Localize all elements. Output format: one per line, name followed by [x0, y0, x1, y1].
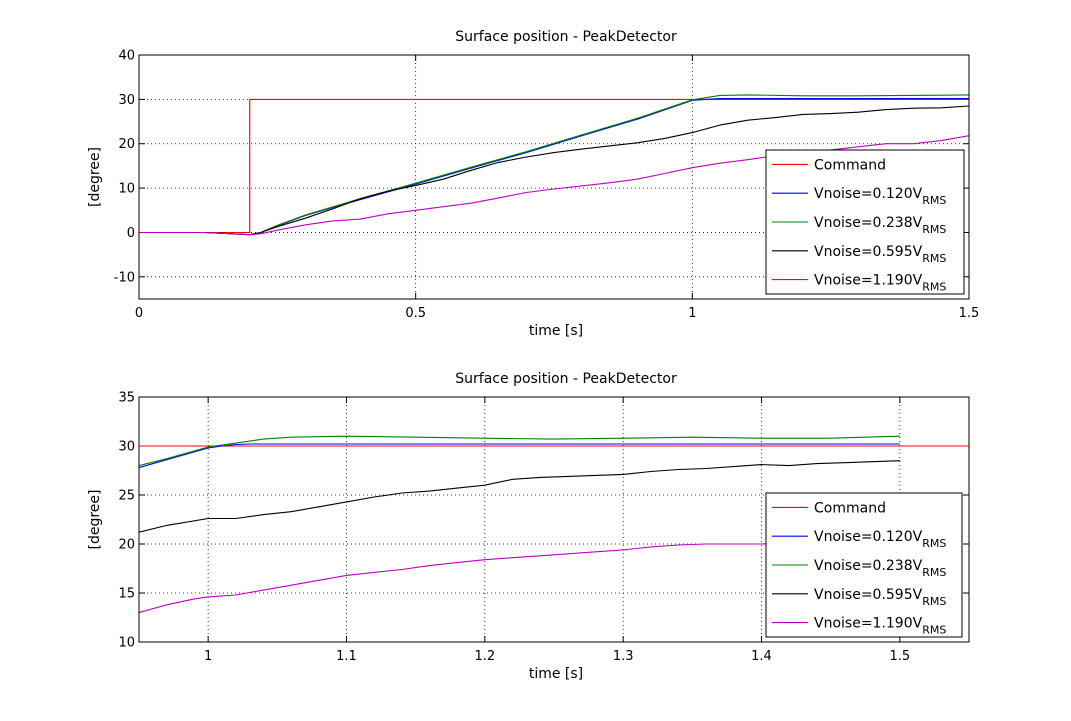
chart-2-series-5-line [139, 541, 817, 614]
chart-1-plot: 0 0.5 1 1.5 -10 0 10 20 30 40 Surface position - P… [87, 29, 979, 339]
chart-2-axes-frame [138, 396, 970, 643]
chart-1-legend-label-text: Vnoise=0.120V [814, 186, 923, 202]
chart-1-legend-label: Vnoise=0.238VRMS [814, 215, 946, 236]
chart-2-x-tick-label: 1 [204, 649, 212, 664]
chart-2-legend-label-text: Vnoise=0.595V [814, 587, 923, 603]
chart-2-y-tick-label: 25 [118, 489, 135, 504]
chart-1-legend-label: Command [814, 157, 886, 173]
chart-2-y-tick-label: 35 [118, 391, 135, 406]
chart-2-legend-label-text: Vnoise=1.190V [814, 616, 923, 632]
chart-1-legend-label-text: Vnoise=0.238V [814, 215, 923, 231]
chart-2-x-tick-label: 1.2 [474, 649, 495, 664]
chart-2-legend-label: Vnoise=0.595VRMS [814, 587, 946, 608]
chart-2-legend-label-text: Vnoise=0.238V [814, 558, 923, 574]
chart-1-legend: CommandVnoise=0.120VRMSVnoise=0.238VRMSV… [765, 149, 965, 295]
chart-1-axes-frame [138, 54, 970, 300]
chart-1-x-tick-label: 0 [135, 306, 143, 321]
chart-2-series-4-line [139, 460, 900, 533]
chart-1-legend-label-text: Vnoise=1.190V [814, 273, 923, 289]
chart-1-x-axis-label: time [s] [529, 323, 583, 339]
chart-1-series-group [139, 94, 969, 236]
chart-1-legend-label: Vnoise=0.595VRMS [814, 244, 946, 265]
chart-1-y-tick-label: 0 [127, 226, 135, 241]
chart-2-legend-label-subscript: RMS [922, 537, 946, 550]
chart-1-legend-label: Vnoise=1.190VRMS [814, 273, 946, 294]
chart-1-legend-label-subscript: RMS [922, 223, 946, 236]
chart-2-legend-label-text: Vnoise=0.120V [814, 529, 923, 545]
chart-2-y-axis-label: [degree] [87, 490, 103, 550]
chart-2-legend-label: Vnoise=0.120VRMS [814, 529, 946, 550]
chart-2-y-tick-label: 10 [118, 636, 135, 651]
chart-2-legend-label-text: Command [814, 500, 886, 516]
chart-1-y-tick-label: 40 [118, 49, 135, 64]
chart-1-series-4-line [139, 105, 969, 236]
chart-2-legend: CommandVnoise=0.120VRMSVnoise=0.238VRMSV… [765, 492, 963, 638]
chart-2-y-tick-label: 30 [118, 440, 135, 455]
chart-1-legend-label-subscript: RMS [922, 194, 946, 207]
chart-2-x-axis-label: time [s] [529, 666, 583, 682]
chart-2-y-tick-label: 15 [118, 587, 135, 602]
chart-1-y-axis-label: [degree] [87, 147, 103, 207]
chart-1-legend-label-text: Command [814, 157, 886, 173]
chart-1-x-tick-label: 1 [688, 306, 696, 321]
chart-2-x-tick-label: 1.4 [751, 649, 772, 664]
chart-1-legend-label-text: Vnoise=0.595V [814, 244, 923, 260]
chart-2-plot: 1 1.1 1.2 1.3 1.4 1.5 10 15 20 25 30 35 Surface posi… [87, 371, 970, 682]
chart-2-title: Surface position - PeakDetector [455, 371, 677, 387]
chart-2-legend-label-subscript: RMS [922, 595, 946, 608]
chart-1-y-tick-label: 10 [118, 182, 135, 197]
chart-2-legend-label: Command [814, 500, 886, 516]
chart-2-series-group [139, 435, 969, 614]
chart-1-y-tick-label: 30 [118, 93, 135, 108]
chart-2-legend-label-subscript: RMS [922, 624, 946, 637]
chart-2-legend-label: Vnoise=1.190VRMS [814, 616, 946, 637]
chart-1-legend-label: Vnoise=0.120VRMS [814, 186, 946, 207]
chart-1-y-tick-label: 20 [118, 137, 135, 152]
chart-1-series-5-line [139, 135, 969, 236]
chart-1-title: Surface position - PeakDetector [455, 29, 677, 45]
chart-2-x-tick-label: 1.3 [613, 649, 634, 664]
chart-2-x-tick-label: 1.1 [336, 649, 357, 664]
chart-1-legend-label-subscript: RMS [922, 252, 946, 265]
chart-2-series-3-line [139, 435, 900, 467]
chart-1-x-tick-label: 1.5 [959, 306, 980, 321]
chart-2-legend-label: Vnoise=0.238VRMS [814, 558, 946, 579]
chart-2-series-2-line [139, 443, 900, 469]
chart-1-x-tick-label: 0.5 [405, 306, 426, 321]
chart-2-legend-label-subscript: RMS [922, 566, 946, 579]
chart-2-x-tick-label: 1.5 [889, 649, 910, 664]
chart-1-y-tick-label: -10 [114, 270, 135, 285]
chart-1-legend-label-subscript: RMS [922, 281, 946, 294]
chart-2-y-tick-label: 20 [118, 538, 135, 553]
